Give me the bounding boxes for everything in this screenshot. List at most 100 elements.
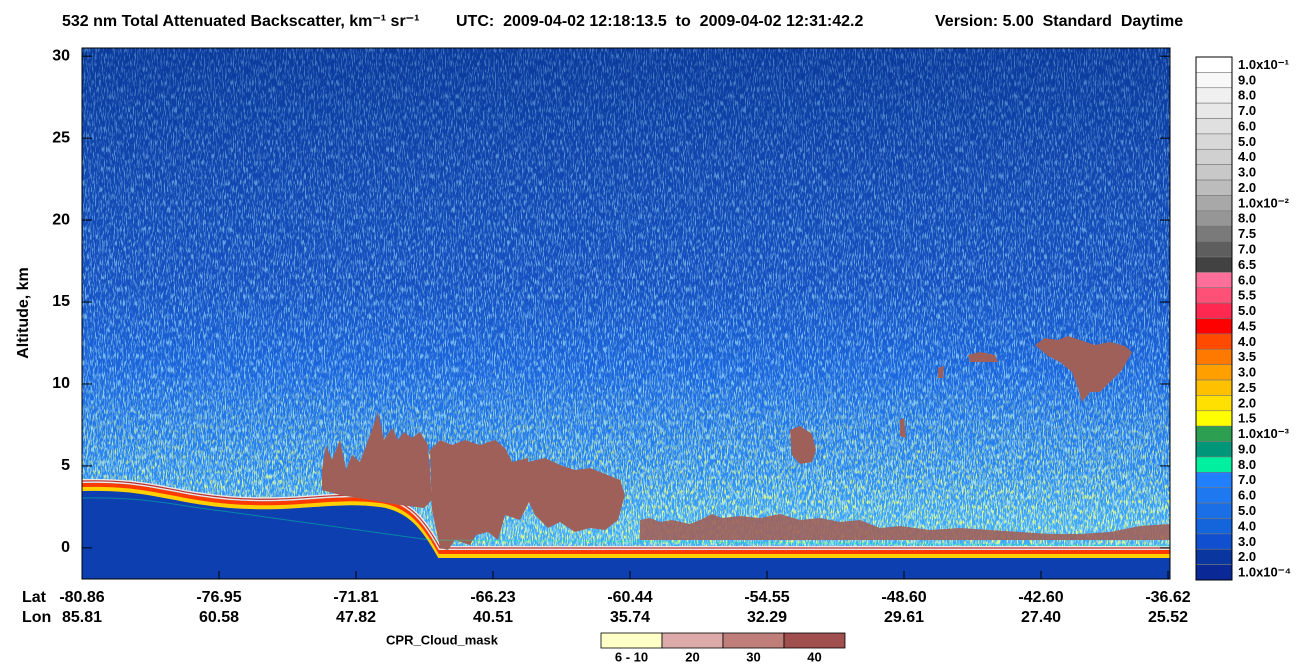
colorbar-swatch xyxy=(1195,302,1233,319)
colorbar-label: 7.0 xyxy=(1238,472,1256,487)
colorbar-swatch xyxy=(1195,564,1233,581)
colorbar-label: 1.0x10⁻⁴ xyxy=(1238,565,1291,580)
y-tick-label: 25 xyxy=(52,129,70,146)
time-range: UTC: 2009-04-02 12:18:13.5 to 2009-04-02… xyxy=(456,13,863,30)
colorbar-swatch xyxy=(1195,502,1233,519)
colorbar-label: 8.0 xyxy=(1238,211,1256,226)
colorbar-label: 2.5 xyxy=(1238,380,1256,395)
colorbar-swatch xyxy=(1195,225,1233,242)
y-tick-label: 20 xyxy=(52,211,70,228)
plot-frame xyxy=(81,47,1171,580)
colorbar-swatch xyxy=(1195,241,1233,258)
colorbar-label: 4.0 xyxy=(1238,518,1256,533)
colorbar-label: 8.0 xyxy=(1238,88,1256,103)
colorbar-swatch xyxy=(1195,487,1233,504)
colorbar-swatch xyxy=(1195,364,1233,381)
colorbar-label: 5.0 xyxy=(1238,134,1256,149)
colorbar-swatch xyxy=(1195,102,1233,119)
colorbar-swatch xyxy=(1195,548,1233,565)
lon-tick-label: 40.51 xyxy=(473,609,513,626)
colorbar-label: 1.0x10⁻¹ xyxy=(1238,57,1289,72)
lon-tick-label: 25.52 xyxy=(1148,609,1188,626)
chart-title: 532 nm Total Attenuated Backscatter, km⁻… xyxy=(62,13,419,30)
colorbar-swatch xyxy=(1195,379,1233,396)
colorbar-label: 2.0 xyxy=(1238,549,1256,564)
colorbar-swatch xyxy=(1195,425,1233,442)
colorbar-swatch xyxy=(1195,195,1233,212)
colorbar-label: 6.0 xyxy=(1238,118,1256,133)
colorbar-label: 4.0 xyxy=(1238,149,1256,164)
cloud-mask-swatch xyxy=(722,632,785,649)
lat-tick-label: -48.60 xyxy=(881,589,926,606)
colorbar-label: 9.0 xyxy=(1238,441,1256,456)
colorbar-label: 4.0 xyxy=(1238,334,1256,349)
colorbar-label: 2.0 xyxy=(1238,180,1256,195)
y-tick-label: 30 xyxy=(52,47,70,64)
colorbar-swatch xyxy=(1195,441,1233,458)
colorbar-label: 2.0 xyxy=(1238,395,1256,410)
colorbar-label: 7.0 xyxy=(1238,103,1256,118)
colorbar-label: 6.5 xyxy=(1238,257,1256,272)
lon-tick-label: 27.40 xyxy=(1021,609,1061,626)
y-tick-label: 5 xyxy=(61,457,70,474)
lon-tick-label: 47.82 xyxy=(336,609,376,626)
colorbar-swatch xyxy=(1195,518,1233,535)
colorbar-swatch xyxy=(1195,148,1233,165)
y-tick-label: 0 xyxy=(61,539,70,556)
lon-tick-label: 85.81 xyxy=(62,609,102,626)
curtain-image xyxy=(82,48,1170,579)
colorbar-swatch xyxy=(1195,287,1233,304)
colorbar-label: 1.0x10⁻² xyxy=(1238,195,1290,210)
colorbar-label: 3.0 xyxy=(1238,165,1256,180)
colorbar-swatch xyxy=(1195,87,1233,104)
colorbar-label: 1.0x10⁻³ xyxy=(1238,426,1290,441)
cloud-mask-swatch xyxy=(600,632,663,649)
colorbar-label: 1.5 xyxy=(1238,411,1256,426)
colorbar-label: 3.0 xyxy=(1238,365,1256,380)
cloud-mask-label: 20 xyxy=(685,649,699,664)
aerosol-layer xyxy=(82,497,1170,547)
lat-tick-label: -54.55 xyxy=(744,589,789,606)
lon-label: Lon xyxy=(22,609,51,626)
lat-tick-label: -76.95 xyxy=(196,589,241,606)
colorbar-label: 7.0 xyxy=(1238,241,1256,256)
colorbar-label: 7.5 xyxy=(1238,226,1256,241)
cloud-mask-label: 30 xyxy=(746,649,760,664)
lon-tick-label: 60.58 xyxy=(199,609,239,626)
lat-tick-label: -66.23 xyxy=(470,589,515,606)
surface-line xyxy=(82,480,1170,549)
colorbar-swatch xyxy=(1195,56,1233,73)
colorbar-label: 8.0 xyxy=(1238,457,1256,472)
colorbar-label: 9.0 xyxy=(1238,72,1256,87)
lat-label: Lat xyxy=(22,589,47,606)
subsurface xyxy=(82,489,1170,579)
colorbar-label: 5.0 xyxy=(1238,303,1256,318)
cloud-mask-swatch xyxy=(783,632,846,649)
colorbar-swatch xyxy=(1195,318,1233,335)
colorbar-swatch xyxy=(1195,395,1233,412)
lat-tick-label: -60.44 xyxy=(607,589,652,606)
colorbar-label: 3.0 xyxy=(1238,534,1256,549)
colorbar-swatch xyxy=(1195,210,1233,227)
colorbar-swatch xyxy=(1195,533,1233,550)
cloud-mask-label: 6 - 10 xyxy=(615,649,648,664)
colorbar-label: 3.5 xyxy=(1238,349,1256,364)
y-tick-label: 10 xyxy=(52,375,70,392)
cloud-mask-swatch xyxy=(661,632,724,649)
colorbar-swatch xyxy=(1195,272,1233,289)
colorbar-frame xyxy=(1195,56,1233,581)
colorbar-swatch xyxy=(1195,164,1233,181)
lat-tick-label: -80.86 xyxy=(59,589,104,606)
y-tick-label: 15 xyxy=(52,293,70,310)
surface-band xyxy=(82,484,1170,558)
colorbar-label: 4.5 xyxy=(1238,318,1256,333)
version: Version: 5.00 Standard Daytime xyxy=(935,13,1183,30)
colorbar-swatch xyxy=(1195,348,1233,365)
colorbar-swatch xyxy=(1195,133,1233,150)
lat-tick-label: -36.62 xyxy=(1145,589,1190,606)
colorbar-swatch xyxy=(1195,256,1233,273)
colorbar-label: 6.0 xyxy=(1238,272,1256,287)
colorbar-swatch xyxy=(1195,333,1233,350)
